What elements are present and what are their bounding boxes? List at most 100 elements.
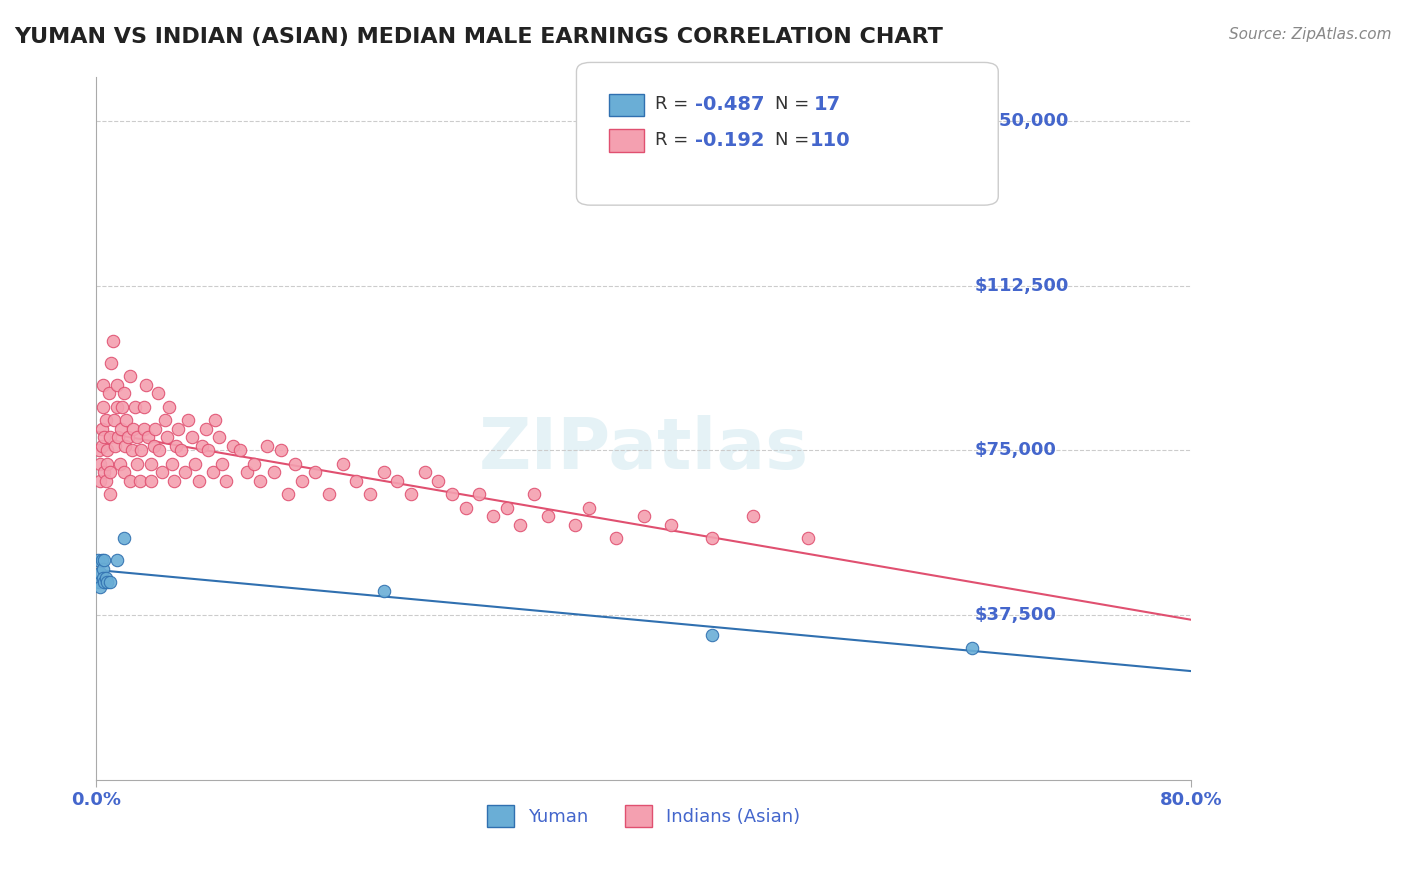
Point (98, 430, 121, 444)
Point (700, 531, 723, 545)
Point (509, 518, 531, 533)
Point (344, 474, 367, 488)
Point (564, 518, 586, 533)
Point (114, 439, 136, 453)
Point (146, 386, 169, 401)
Point (93, 466, 115, 480)
Text: $75,000: $75,000 (974, 442, 1056, 459)
Text: 110: 110 (810, 130, 851, 150)
Point (187, 474, 209, 488)
Point (304, 466, 326, 480)
Point (174, 466, 197, 480)
Point (633, 509, 655, 524)
Point (122, 421, 145, 435)
Text: -0.192: -0.192 (695, 130, 763, 150)
Point (204, 413, 226, 427)
Point (960, 640, 983, 655)
Point (104, 439, 127, 453)
Text: $37,500: $37,500 (974, 606, 1056, 624)
Point (150, 466, 173, 480)
Point (249, 474, 271, 488)
Point (194, 421, 217, 435)
Point (290, 474, 312, 488)
Text: ZIPatlas: ZIPatlas (478, 415, 808, 484)
Point (98, 575, 121, 590)
Point (578, 500, 600, 515)
Point (163, 474, 186, 488)
Point (482, 509, 505, 524)
Text: N =: N = (775, 131, 814, 149)
Point (103, 413, 125, 427)
Point (129, 474, 152, 488)
Point (495, 500, 517, 515)
Point (211, 457, 233, 471)
Point (373, 466, 395, 480)
Point (184, 457, 207, 471)
Point (134, 400, 156, 414)
Point (91, 571, 114, 585)
Point (427, 474, 450, 488)
Point (94, 571, 117, 585)
Point (112, 466, 135, 480)
Text: Source: ZipAtlas.com: Source: ZipAtlas.com (1229, 27, 1392, 42)
Point (107, 430, 129, 444)
Point (117, 430, 139, 444)
Point (91, 400, 114, 414)
Point (91, 562, 114, 576)
Point (134, 421, 156, 435)
Point (167, 421, 190, 435)
Point (605, 531, 627, 545)
Point (797, 531, 820, 545)
Point (160, 457, 183, 471)
Point (110, 421, 132, 435)
Point (87, 443, 110, 458)
Point (277, 487, 299, 501)
Point (284, 457, 307, 471)
Point (454, 500, 477, 515)
Point (177, 413, 200, 427)
Point (91, 377, 114, 392)
Point (105, 377, 128, 392)
Point (112, 531, 135, 545)
Point (263, 466, 285, 480)
Point (387, 474, 409, 488)
Point (93, 430, 115, 444)
Point (121, 443, 143, 458)
Point (215, 474, 238, 488)
Point (139, 474, 162, 488)
Point (156, 430, 179, 444)
Point (197, 443, 219, 458)
Point (98, 487, 121, 501)
Point (170, 443, 193, 458)
Point (399, 487, 422, 501)
Point (332, 457, 354, 471)
Point (127, 430, 149, 444)
Point (100, 356, 122, 370)
Point (700, 628, 723, 642)
Point (537, 509, 560, 524)
Point (86, 553, 108, 567)
Text: R =: R = (655, 131, 695, 149)
Text: 17: 17 (814, 95, 841, 114)
Point (742, 509, 765, 524)
Point (139, 457, 162, 471)
Text: $150,000: $150,000 (974, 112, 1069, 130)
Point (136, 430, 159, 444)
Text: $112,500: $112,500 (974, 277, 1069, 295)
Point (659, 518, 682, 533)
Text: -0.487: -0.487 (695, 95, 763, 114)
Point (127, 457, 149, 471)
Point (208, 430, 231, 444)
Point (201, 466, 224, 480)
Point (523, 487, 546, 501)
Point (181, 430, 204, 444)
Point (89, 474, 111, 488)
Point (90, 421, 112, 435)
Point (142, 439, 165, 453)
Point (105, 553, 128, 567)
Point (89, 457, 111, 471)
Point (157, 400, 180, 414)
Point (96, 575, 118, 590)
Point (108, 457, 131, 471)
Text: N =: N = (775, 95, 814, 113)
